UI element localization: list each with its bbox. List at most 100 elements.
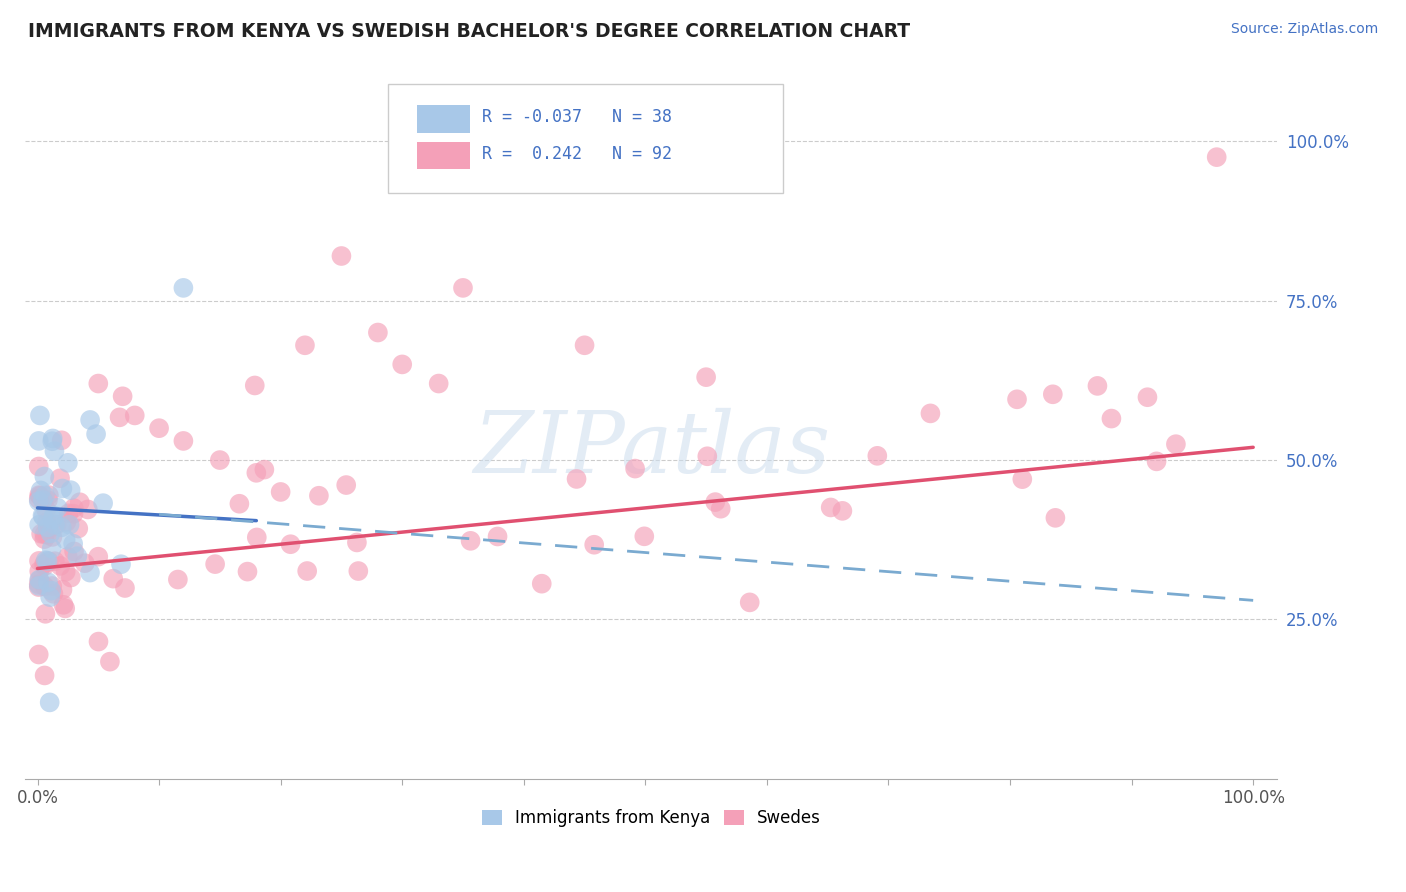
Point <box>67 521 90 535</box>
Point <box>41 434 63 449</box>
Point <box>148 421 170 435</box>
Point <box>39 590 62 604</box>
Point <box>204 557 226 571</box>
Text: Source: ZipAtlas.com: Source: ZipAtlas.com <box>1230 22 1378 37</box>
Point <box>37 493 59 508</box>
Point <box>35 528 58 542</box>
Point <box>98 655 121 669</box>
Point <box>34 559 56 574</box>
Point <box>172 281 194 295</box>
Point <box>41 530 63 544</box>
Point <box>35 515 58 529</box>
Point <box>738 595 761 609</box>
Point <box>111 389 134 403</box>
Point <box>41 512 63 526</box>
Point <box>45 517 67 532</box>
Point <box>52 598 75 612</box>
Point <box>49 471 72 485</box>
Point <box>34 607 56 621</box>
Point <box>79 413 101 427</box>
Text: R = -0.037   N = 38: R = -0.037 N = 38 <box>482 109 672 127</box>
Point <box>335 478 357 492</box>
Point <box>28 488 51 502</box>
Point <box>228 497 250 511</box>
Point <box>28 489 51 503</box>
Point <box>346 535 368 549</box>
Point <box>39 526 62 541</box>
Point <box>87 634 110 648</box>
Point <box>28 648 51 662</box>
Point <box>63 544 86 558</box>
Point <box>38 695 60 709</box>
Point <box>103 572 125 586</box>
Point <box>34 469 56 483</box>
FancyBboxPatch shape <box>418 142 470 169</box>
Point <box>294 338 316 352</box>
Point <box>208 453 231 467</box>
Point <box>28 434 51 448</box>
Point <box>37 520 59 534</box>
Point <box>427 376 450 391</box>
Point <box>1042 387 1064 401</box>
Point <box>62 536 84 550</box>
Point <box>28 494 51 508</box>
Point <box>820 500 842 515</box>
Point <box>108 410 131 425</box>
Point <box>41 579 63 593</box>
Point <box>347 564 370 578</box>
Point <box>37 575 59 590</box>
Point <box>39 583 62 598</box>
Point <box>34 579 56 593</box>
Point <box>270 485 292 500</box>
Point <box>55 565 77 579</box>
Point <box>66 549 89 563</box>
Point <box>110 558 132 572</box>
Point <box>28 459 51 474</box>
Text: ZIPatlas: ZIPatlas <box>472 408 830 491</box>
Point <box>1136 390 1159 404</box>
Point <box>486 529 509 543</box>
Legend: Immigrants from Kenya, Swedes: Immigrants from Kenya, Swedes <box>475 803 828 834</box>
Point <box>167 573 190 587</box>
Point <box>63 501 86 516</box>
Point <box>710 501 733 516</box>
Point <box>124 409 146 423</box>
Point <box>73 556 96 570</box>
Point <box>87 549 110 564</box>
Point <box>69 495 91 509</box>
Point <box>34 527 56 541</box>
FancyBboxPatch shape <box>418 105 470 133</box>
Point <box>44 444 66 458</box>
Point <box>58 506 80 520</box>
Point <box>34 668 56 682</box>
Point <box>1011 472 1033 486</box>
FancyBboxPatch shape <box>388 85 783 194</box>
Point <box>295 564 318 578</box>
Point <box>920 406 942 420</box>
Point <box>367 326 389 340</box>
Point <box>46 500 69 515</box>
Point <box>624 461 647 475</box>
Point <box>38 554 60 568</box>
Point <box>245 466 267 480</box>
Point <box>1205 150 1227 164</box>
Point <box>28 577 51 591</box>
Point <box>1146 454 1168 468</box>
Point <box>114 581 136 595</box>
Point <box>35 503 58 517</box>
Point <box>565 472 588 486</box>
Point <box>28 491 51 506</box>
Point <box>37 554 59 568</box>
Point <box>236 565 259 579</box>
Point <box>34 488 56 502</box>
Point <box>62 507 84 521</box>
Text: IMMIGRANTS FROM KENYA VS SWEDISH BACHELOR'S DEGREE CORRELATION CHART: IMMIGRANTS FROM KENYA VS SWEDISH BACHELO… <box>28 22 910 41</box>
Point <box>704 495 727 509</box>
Point <box>44 554 66 568</box>
Point <box>243 378 266 392</box>
Point <box>1087 379 1109 393</box>
Point <box>28 517 51 532</box>
Point <box>1005 392 1028 407</box>
Point <box>41 541 63 556</box>
Point <box>34 532 56 546</box>
